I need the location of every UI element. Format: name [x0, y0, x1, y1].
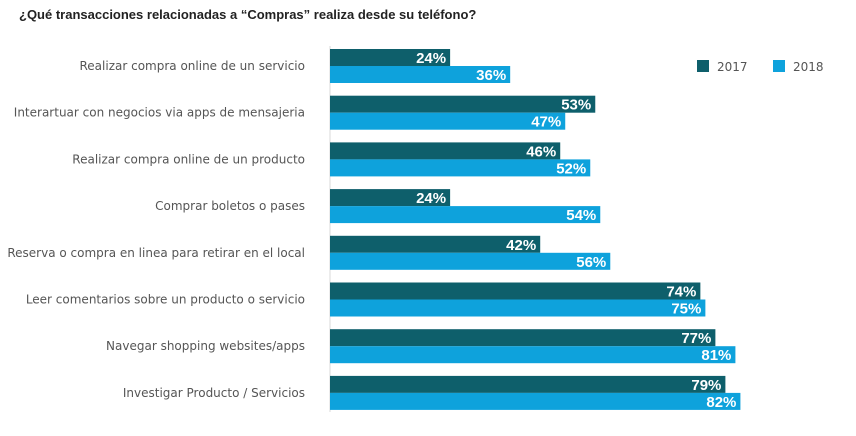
data-label-2018: 56%: [576, 254, 606, 271]
bar-2018: [330, 299, 706, 317]
bar-2017: [330, 189, 451, 207]
data-label-2018: 75%: [671, 301, 701, 318]
category-label: Realizar compra online de un servicio: [80, 59, 306, 73]
category-label: Navegar shopping websites/apps: [106, 339, 305, 353]
data-label-2018: 47%: [531, 114, 561, 131]
legend-swatch-2018: [773, 60, 785, 72]
category-label: Leer comentarios sobre un producto o ser…: [26, 293, 305, 307]
bar-2018: [330, 252, 611, 270]
bar-2018: [330, 112, 566, 130]
bar-2018: [330, 159, 591, 177]
legend: 2017 2018: [697, 60, 824, 74]
data-label-2017: 53%: [561, 97, 591, 114]
data-label-2018: 36%: [476, 67, 506, 84]
data-label-2017: 24%: [416, 50, 446, 67]
category-label: Investigar Producto / Servicios: [123, 386, 305, 400]
data-label-2017: 24%: [416, 190, 446, 207]
legend-label-2017: 2017: [717, 60, 748, 74]
bar-2017: [330, 235, 541, 253]
bar-2018: [330, 66, 511, 83]
bar-2017: [330, 49, 451, 66]
data-label-2017: 46%: [526, 143, 556, 160]
data-label-2017: 79%: [691, 377, 721, 394]
bar-2017: [330, 375, 726, 393]
data-label-2018: 54%: [566, 207, 596, 224]
category-label: Realizar compra online de un producto: [72, 152, 305, 166]
data-label-2017: 77%: [681, 330, 711, 347]
bars-group: Realizar compra online de un servicio 24%…: [7, 49, 741, 411]
category-label: Reserva o compra en linea para retirar e…: [7, 246, 305, 260]
data-label-2017: 74%: [666, 284, 696, 301]
bar-2018: [330, 392, 741, 410]
bar-2017: [330, 142, 561, 160]
category-label: Comprar boletos o pases: [155, 199, 305, 213]
bar-2017: [330, 329, 716, 347]
data-label-2018: 82%: [706, 394, 736, 411]
data-label-2018: 52%: [556, 160, 586, 177]
chart-title: ¿Qué transacciones relacionadas a “Compr…: [19, 7, 477, 22]
legend-swatch-2017: [697, 60, 709, 72]
data-label-2017: 42%: [506, 237, 536, 254]
bar-2018: [330, 346, 736, 364]
bar-2017: [330, 282, 701, 300]
category-label: Interartuar con negocios via apps de men…: [14, 106, 305, 120]
legend-label-2018: 2018: [793, 60, 824, 74]
data-label-2018: 81%: [701, 347, 731, 364]
bar-2018: [330, 206, 601, 224]
bar-2017: [330, 95, 596, 113]
